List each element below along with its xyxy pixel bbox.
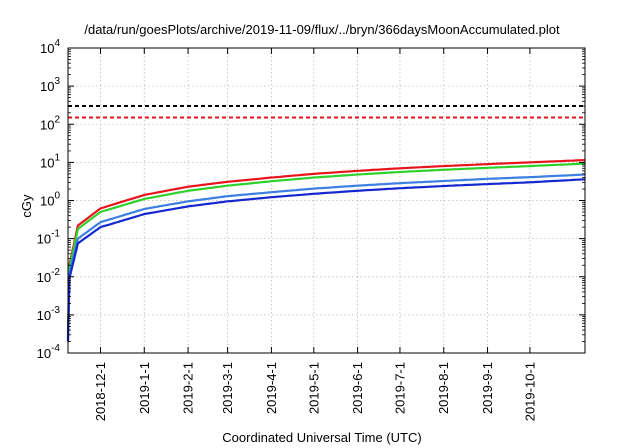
x-tick-label: 2019-6-1 — [350, 362, 365, 414]
grid-lines — [68, 48, 585, 353]
y-tick-exponent: -4 — [51, 343, 60, 354]
threshold-lines — [68, 105, 585, 119]
y-tick-exponent: -1 — [51, 229, 60, 240]
x-tick-label: 2019-7-1 — [393, 362, 408, 414]
y-tick-label: 102 — [40, 114, 60, 132]
y-tick-exponent: 2 — [54, 114, 60, 125]
series-line — [66, 162, 586, 335]
series-line — [66, 178, 586, 342]
x-tick-label: 2018-12-1 — [93, 362, 108, 421]
data-series — [66, 159, 586, 342]
y-tick-label: 104 — [40, 38, 60, 56]
x-tick-label: 2019-9-1 — [480, 362, 495, 414]
x-tick-label: 2019-3-1 — [220, 362, 235, 414]
x-tick-label: 2019-2-1 — [181, 362, 196, 414]
y-tick-exponent: 3 — [54, 76, 60, 87]
y-tick-label: 101 — [40, 152, 60, 170]
y-tick-label: 103 — [40, 76, 60, 94]
y-tick-label: 10-2 — [37, 267, 61, 285]
x-tick-label: 2019-4-1 — [264, 362, 279, 414]
y-tick-label: 10-1 — [37, 229, 61, 247]
x-axis-label: Coordinated Universal Time (UTC) — [222, 430, 421, 445]
x-tick-label: 2019-5-1 — [306, 362, 321, 414]
x-tick-label: 2019-1-1 — [137, 362, 152, 414]
y-tick-label: 10-4 — [37, 343, 61, 361]
series-line — [66, 159, 586, 333]
x-tick-label: 2019-8-1 — [436, 362, 451, 414]
x-axis-ticks: 2018-12-1 2019-1-1 2019-2-1 2019-3-1 2019-4-… — [93, 48, 537, 421]
y-tick-label: 10-3 — [37, 305, 61, 323]
chart-title: /data/run/goesPlots/archive/2019-11-09/f… — [84, 22, 560, 37]
y-tick-exponent: 0 — [54, 191, 60, 202]
y-tick-exponent: 1 — [54, 152, 60, 163]
y-axis-label: cGy — [19, 194, 34, 218]
y-tick-exponent: -2 — [51, 267, 60, 278]
plot-frame — [67, 47, 586, 354]
y-tick-label: 100 — [40, 191, 60, 209]
series-line — [66, 173, 586, 338]
x-tick-label: 2019-10-1 — [522, 362, 537, 421]
y-tick-exponent: 4 — [54, 38, 60, 49]
y-tick-exponent: -3 — [51, 305, 60, 316]
